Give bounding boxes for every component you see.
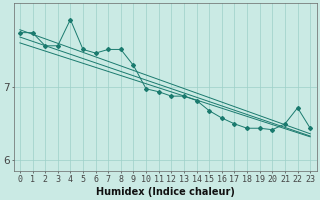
X-axis label: Humidex (Indice chaleur): Humidex (Indice chaleur): [96, 187, 235, 197]
